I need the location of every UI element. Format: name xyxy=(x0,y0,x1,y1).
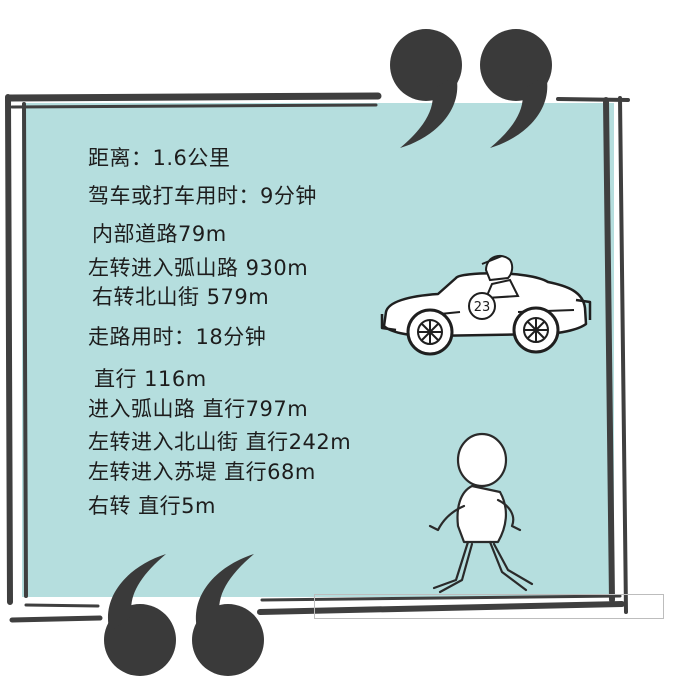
walk-step-2: 进入弧山路 直行797m xyxy=(88,397,309,421)
car-number: 23 xyxy=(474,300,491,315)
walk-step-5: 右转 直行5m xyxy=(88,494,216,518)
distance-line: 距离：1.6公里 xyxy=(88,146,231,170)
race-car-icon: 23 xyxy=(380,254,592,356)
walk-step-4: 左转进入苏堤 直行68m xyxy=(88,460,316,484)
walk-step-3: 左转进入北山街 直行242m xyxy=(88,430,352,454)
drive-step-3: 右转北山街 579m xyxy=(92,285,270,309)
drive-time-line: 驾车或打车用时：9分钟 xyxy=(88,184,317,208)
closing-quote-marks-icon xyxy=(390,29,552,148)
walking-person-icon xyxy=(428,432,534,594)
drive-step-1: 内部道路79m xyxy=(92,222,227,246)
walk-step-1: 直行 116m xyxy=(94,367,207,391)
drive-step-2: 左转进入弧山路 930m xyxy=(88,256,309,280)
opening-quote-marks-icon xyxy=(104,554,264,676)
walk-time-line: 走路用时：18分钟 xyxy=(88,325,267,349)
route-info-card xyxy=(22,103,614,597)
decorative-box xyxy=(314,594,664,619)
